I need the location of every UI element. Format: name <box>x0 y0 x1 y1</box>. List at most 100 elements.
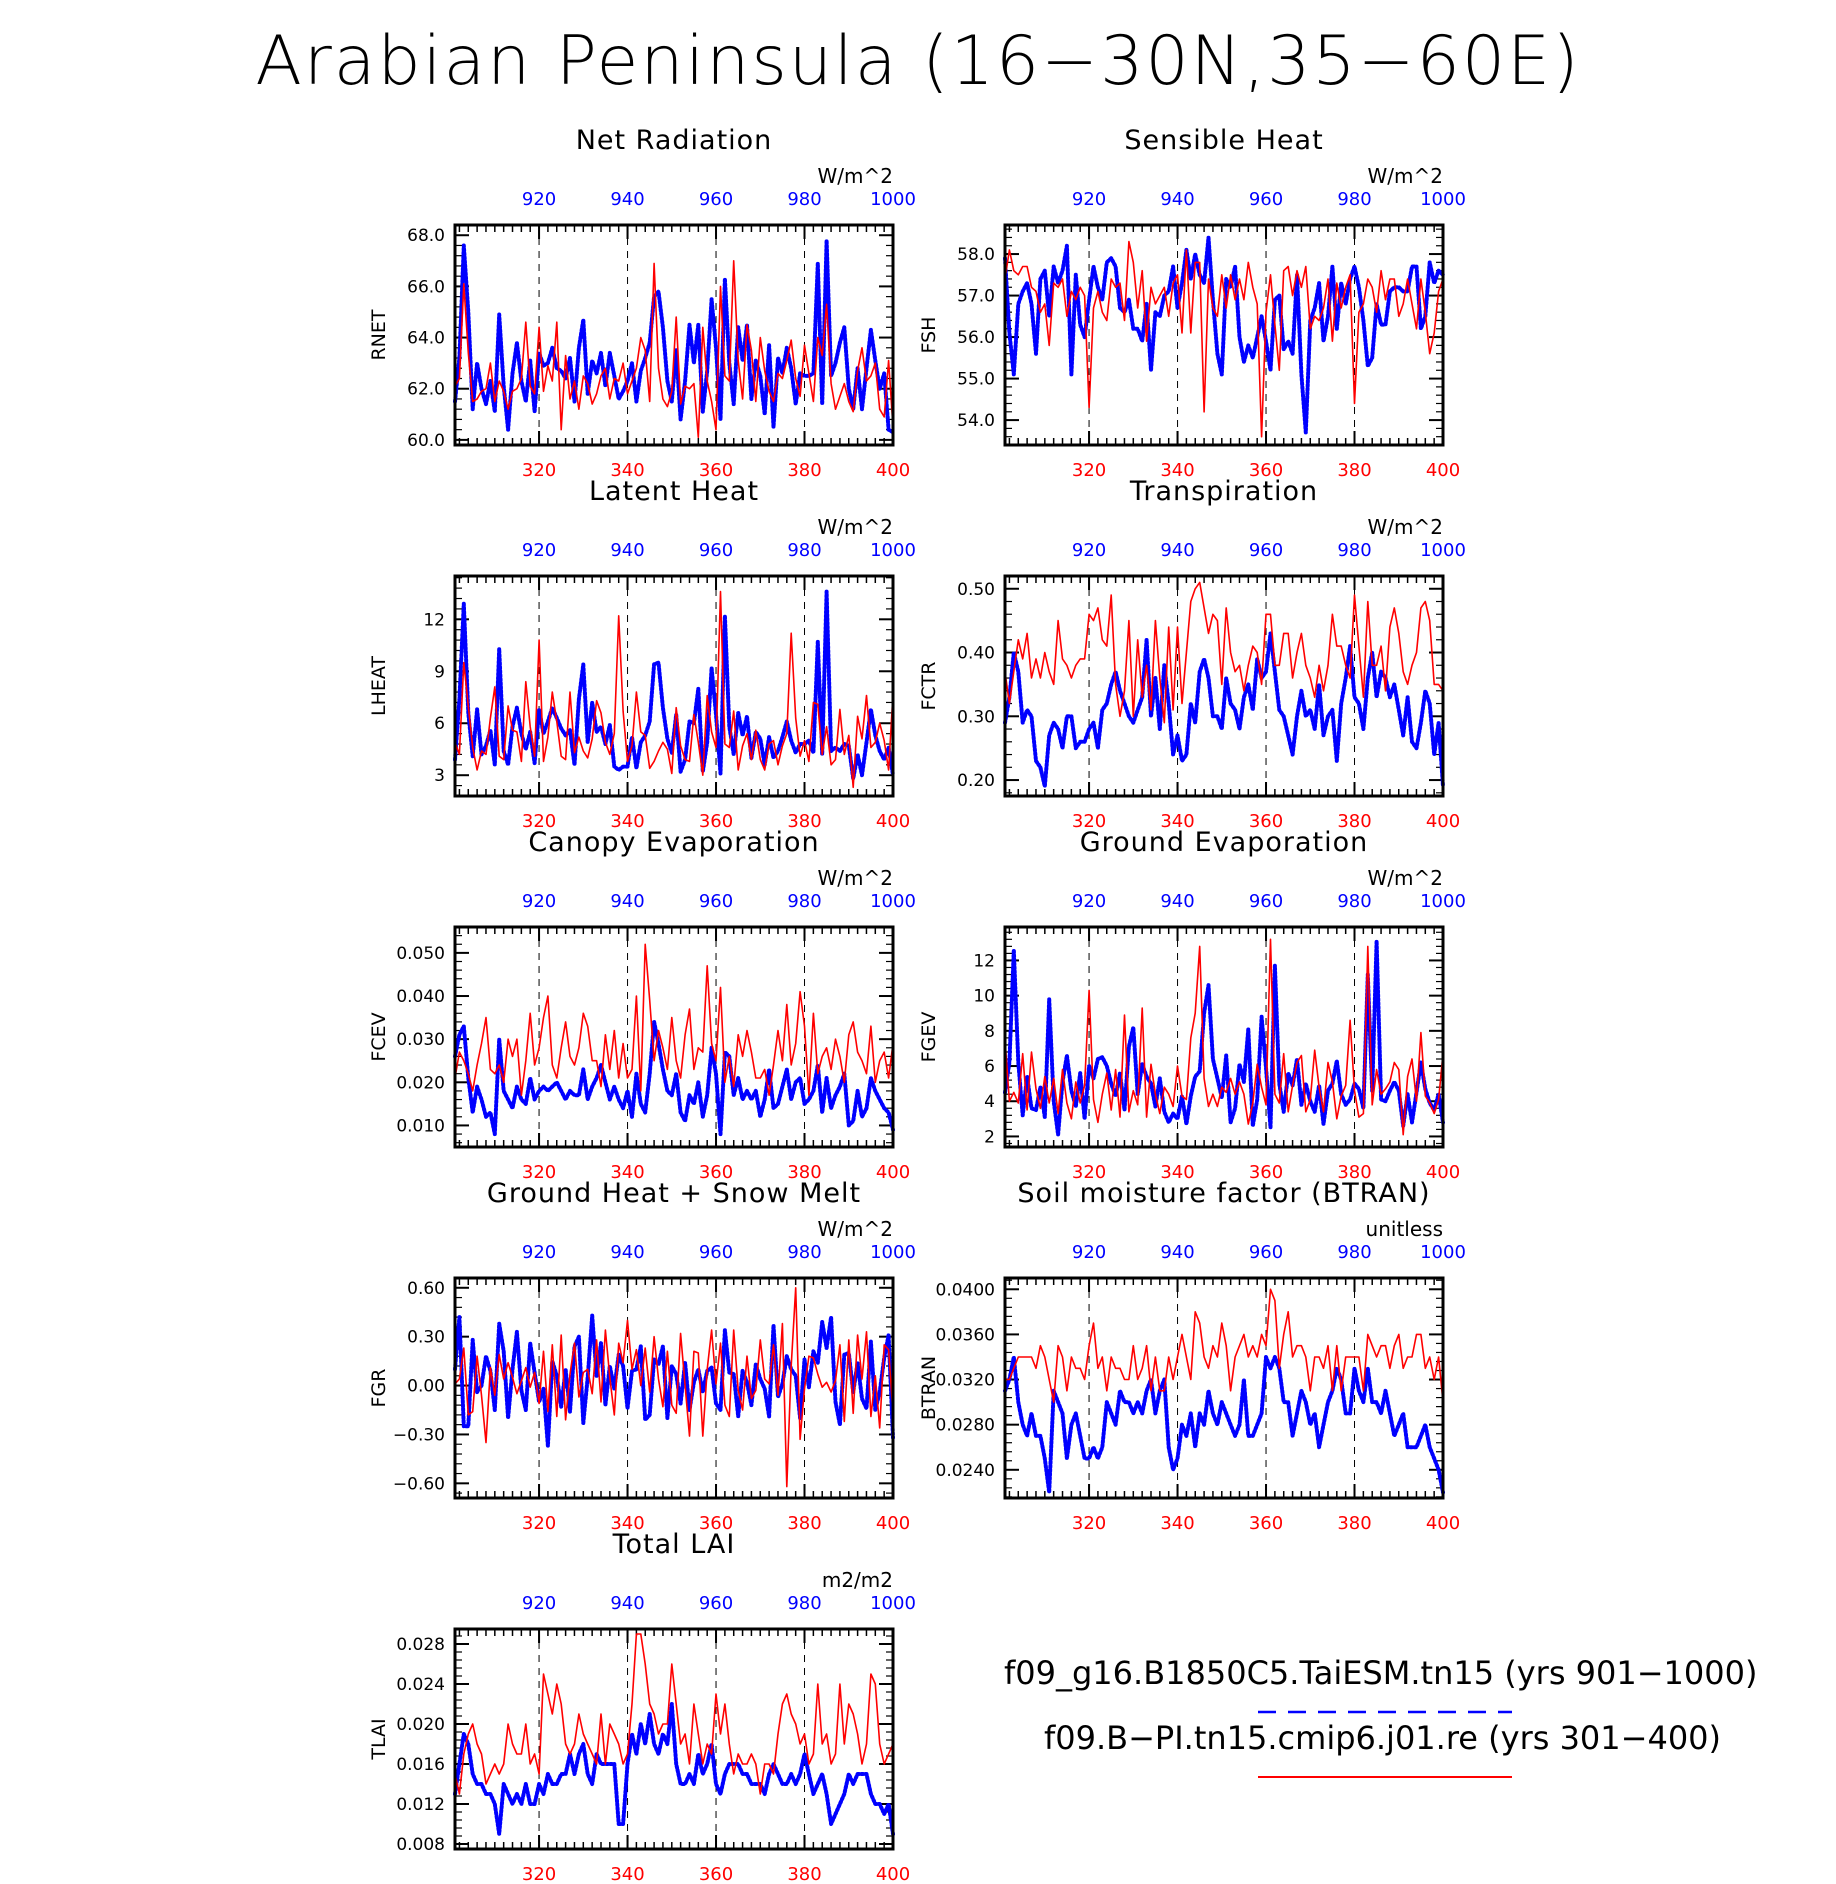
x-top-tick-label: 960 <box>699 540 733 561</box>
y-tick-label: 0.024 <box>396 1675 445 1695</box>
series-line-red <box>1005 1288 1444 1403</box>
y-tick-label: 10 <box>973 987 995 1007</box>
plot-frame <box>1003 925 1445 1149</box>
panel-fgr: Ground Heat + Snow Melt W/m^2 320 340 360 380… <box>368 1178 916 1534</box>
x-bottom-tick-label: 400 <box>876 811 910 832</box>
x-top-tick-label: 960 <box>1249 1242 1283 1263</box>
x-bottom-tick-label: 360 <box>1249 1513 1283 1534</box>
x-top-tick-label: 960 <box>699 891 733 912</box>
x-bottom-tick-label: 340 <box>1160 1162 1194 1183</box>
x-top-tick-label: 980 <box>787 891 821 912</box>
plot-frame <box>453 223 895 447</box>
x-top-tick-label: 1000 <box>1420 540 1466 561</box>
legend <box>1258 1710 1512 1778</box>
x-bottom-tick-label: 320 <box>522 1162 556 1183</box>
x-bottom-tick-label: 320 <box>1072 460 1106 481</box>
x-top-tick-label: 960 <box>699 189 733 210</box>
x-bottom-tick-label: 340 <box>1160 1513 1194 1534</box>
x-bottom-tick-label: 380 <box>1337 1162 1371 1183</box>
y-axis-label: LHEAT <box>368 656 390 716</box>
x-bottom-tick-label: 360 <box>699 811 733 832</box>
x-bottom-tick-label: 340 <box>1160 460 1194 481</box>
y-tick-label: 6 <box>984 1057 995 1077</box>
series-line-blue <box>1003 939 1445 1137</box>
series-line-red <box>454 1287 894 1488</box>
y-tick-label: 0.010 <box>396 1116 445 1136</box>
plot-frame <box>453 925 895 1149</box>
x-top-tick-label: 1000 <box>870 891 916 912</box>
x-top-tick-label: 1000 <box>1420 189 1466 210</box>
panel-title: Ground Evaporation <box>1080 827 1369 858</box>
y-tick-label: 55.0 <box>957 370 995 390</box>
y-tick-label: 0.030 <box>396 1030 445 1050</box>
y-tick-label: 0.30 <box>407 1328 445 1348</box>
x-top-tick-label: 980 <box>1337 189 1371 210</box>
x-top-tick-label: 940 <box>610 891 644 912</box>
y-tick-label: 0.050 <box>396 944 445 964</box>
x-top-tick-label: 940 <box>1160 891 1194 912</box>
x-bottom-tick-label: 360 <box>699 1864 733 1884</box>
y-tick-label: −0.60 <box>393 1474 445 1494</box>
x-bottom-tick-label: 320 <box>1072 1162 1106 1183</box>
units-label: unitless <box>1366 1217 1443 1241</box>
y-tick-label: 0.00 <box>407 1377 445 1397</box>
x-bottom-tick-label: 400 <box>1426 460 1460 481</box>
panel-title: Net Radiation <box>576 125 773 156</box>
y-tick-label: 0.0280 <box>936 1416 995 1436</box>
panel-rnet: Net Radiation W/m^2 320 340 360 380 400 920 940 9… <box>368 125 916 481</box>
y-axis-label: BTRAN <box>918 1356 940 1420</box>
x-top-tick-label: 1000 <box>870 189 916 210</box>
x-top-tick-label: 920 <box>522 1242 556 1263</box>
x-bottom-tick-label: 400 <box>876 1513 910 1534</box>
x-top-tick-label: 980 <box>787 1242 821 1263</box>
y-tick-label: 0.008 <box>396 1835 445 1855</box>
panel-lheat: Latent Heat W/m^2 320 340 360 380 400 920 940 960… <box>368 476 916 832</box>
legend-blue-label: f09_g16.B1850C5.TaiESM.tn15 (yrs 901−100… <box>1004 1654 1758 1692</box>
x-top-tick-label: 920 <box>522 1593 556 1614</box>
x-top-tick-label: 980 <box>1337 1242 1371 1263</box>
units-label: W/m^2 <box>1368 515 1443 539</box>
panel-fgev: Ground Evaporation W/m^2 320 340 360 380 400 92… <box>918 827 1466 1183</box>
y-tick-label: 0.60 <box>407 1279 445 1299</box>
x-bottom-tick-label: 320 <box>522 460 556 481</box>
series-line-blue <box>1003 1355 1445 1495</box>
x-top-tick-label: 980 <box>1337 540 1371 561</box>
x-top-tick-label: 1000 <box>870 1242 916 1263</box>
x-top-tick-label: 960 <box>699 1242 733 1263</box>
series-line-blue <box>453 238 895 435</box>
x-top-tick-label: 920 <box>1072 1242 1106 1263</box>
legend-red-label: f09.B−PI.tn15.cmip6.j01.re (yrs 301−400) <box>1044 1719 1722 1757</box>
x-bottom-tick-label: 320 <box>522 1864 556 1884</box>
panel-title: Sensible Heat <box>1124 125 1323 156</box>
plot-frame <box>1003 1276 1445 1500</box>
units-label: m2/m2 <box>822 1568 893 1592</box>
series-line-red <box>454 943 894 1096</box>
series-line-blue <box>453 1019 895 1137</box>
y-tick-label: 12 <box>423 610 445 630</box>
x-bottom-tick-label: 320 <box>522 811 556 832</box>
y-tick-label: 8 <box>984 1022 995 1042</box>
panel-title: Total LAI <box>612 1529 736 1560</box>
y-tick-label: 0.040 <box>396 987 445 1007</box>
series-line-red <box>454 1633 894 1795</box>
y-tick-label: 0.012 <box>396 1795 445 1815</box>
plot-frame <box>453 1276 895 1500</box>
panel-title: Soil moisture factor (BTRAN) <box>1017 1178 1430 1209</box>
x-bottom-tick-label: 340 <box>610 1513 644 1534</box>
x-bottom-tick-label: 400 <box>876 1162 910 1183</box>
panel-title: Latent Heat <box>589 476 759 507</box>
x-top-tick-label: 980 <box>787 540 821 561</box>
units-label: W/m^2 <box>818 515 893 539</box>
series-line-blue <box>453 1702 895 1836</box>
y-tick-label: 0.016 <box>396 1755 445 1775</box>
x-top-tick-label: 940 <box>610 189 644 210</box>
x-top-tick-label: 920 <box>522 891 556 912</box>
series-line-red <box>1004 938 1444 1136</box>
y-tick-label: 6 <box>434 714 445 734</box>
x-top-tick-label: 920 <box>1072 891 1106 912</box>
plot-frame <box>453 574 895 798</box>
series-line-blue <box>1003 235 1445 435</box>
x-top-tick-label: 960 <box>1249 540 1283 561</box>
x-bottom-tick-label: 380 <box>787 1864 821 1884</box>
panel-btran: Soil moisture factor (BTRAN) unitless 320 3… <box>918 1178 1466 1534</box>
